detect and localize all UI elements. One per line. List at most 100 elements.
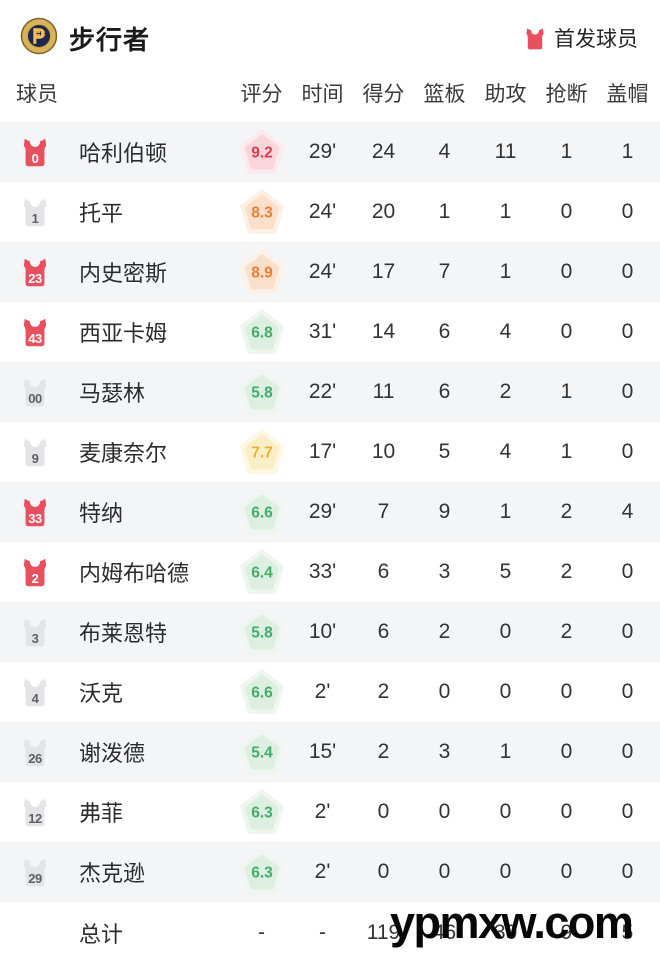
stat-time: 22' xyxy=(308,380,337,403)
jersey-number: 43 xyxy=(28,331,42,346)
table-header: 球员 评分 时间 得分 篮板 助攻 抢断 盖帽 xyxy=(0,64,660,122)
jersey-icon: 23 xyxy=(22,257,48,287)
starters-legend-label: 首发球员 xyxy=(554,28,638,51)
col-header-rating: 评分 xyxy=(240,83,283,106)
stat-time: 29' xyxy=(308,500,337,523)
player-name: 沃克 xyxy=(79,681,124,706)
player-name: 马瑟林 xyxy=(79,381,146,406)
stat-points: 20 xyxy=(371,200,396,223)
rating-value: 6.6 xyxy=(251,685,273,702)
player-name: 弗菲 xyxy=(79,801,124,826)
jersey-icon: 00 xyxy=(22,377,48,407)
player-row[interactable]: 3 布莱恩特 5.8 10' 6 2 0 2 0 xyxy=(0,602,660,662)
stat-rebounds: 0 xyxy=(438,800,451,823)
jersey-number: 2 xyxy=(31,571,39,586)
jersey-icon: 33 xyxy=(22,497,48,527)
stat-assists: 0 xyxy=(499,800,512,823)
stat-points: 2 xyxy=(377,680,390,703)
player-row[interactable]: 00 马瑟林 5.8 22' 11 6 2 1 0 xyxy=(0,362,660,422)
stat-assists: 4 xyxy=(499,320,512,343)
rating-badge: 5.8 xyxy=(237,608,287,656)
jersey-icon: 2 xyxy=(22,557,48,587)
player-row[interactable]: 12 弗菲 6.3 2' 0 0 0 0 0 xyxy=(0,782,660,842)
rating-value: 5.4 xyxy=(251,745,273,762)
jersey-icon: 3 xyxy=(22,617,48,647)
player-row[interactable]: 23 内史密斯 8.9 24' 17 7 1 0 0 xyxy=(0,242,660,302)
player-name: 特纳 xyxy=(79,501,124,526)
col-header-assists: 助攻 xyxy=(484,83,527,106)
total-blocks: 5 xyxy=(621,921,634,944)
rating-badge: 6.6 xyxy=(237,488,287,536)
rating-value: 8.3 xyxy=(251,205,273,222)
player-row[interactable]: 1 托平 8.3 24' 20 1 1 0 0 xyxy=(0,182,660,242)
starters-legend: 首发球员 xyxy=(525,23,640,53)
player-rows: 0 哈利伯顿 9.2 29' 24 4 11 1 1 1 xyxy=(0,122,660,902)
stat-time: 2' xyxy=(314,800,331,823)
player-name: 内史密斯 xyxy=(79,261,168,286)
jersey-icon: 0 xyxy=(22,137,48,167)
stat-assists: 11 xyxy=(494,140,517,163)
stat-rebounds: 3 xyxy=(438,560,451,583)
rating-badge: 6.4 xyxy=(237,548,287,596)
player-name: 托平 xyxy=(79,201,124,226)
stat-rebounds: 5 xyxy=(438,440,451,463)
player-name: 西亚卡姆 xyxy=(79,321,168,346)
rating-badge: 6.3 xyxy=(237,848,287,896)
stat-steals: 2 xyxy=(560,620,573,643)
stat-steals: 1 xyxy=(560,140,573,163)
stat-points: 24 xyxy=(371,140,396,163)
total-assists: 30 xyxy=(493,921,518,944)
stat-steals: 0 xyxy=(560,320,573,343)
stat-time: 29' xyxy=(308,140,337,163)
stat-points: 7 xyxy=(377,500,390,523)
player-row[interactable]: 4 沃克 6.6 2' 2 0 0 0 0 xyxy=(0,662,660,722)
stat-steals: 0 xyxy=(560,740,573,763)
stat-rebounds: 6 xyxy=(438,320,451,343)
player-row[interactable]: 2 内姆布哈德 6.4 33' 6 3 5 2 0 xyxy=(0,542,660,602)
total-rebounds: 46 xyxy=(432,921,457,944)
stat-steals: 2 xyxy=(560,500,573,523)
jersey-icon: 26 xyxy=(22,737,48,767)
jersey-icon: 29 xyxy=(22,857,48,887)
stat-time: 10' xyxy=(308,620,337,643)
jersey-number: 1 xyxy=(31,211,39,226)
stat-points: 14 xyxy=(371,320,396,343)
rating-badge: 6.6 xyxy=(237,668,287,716)
rating-badge: 6.8 xyxy=(237,308,287,356)
stat-assists: 0 xyxy=(499,860,512,883)
jersey-icon: 12 xyxy=(22,797,48,827)
stat-assists: 1 xyxy=(499,500,512,523)
rating-badge: 9.2 xyxy=(237,128,287,176)
player-row[interactable]: 29 杰克逊 6.3 2' 0 0 0 0 0 xyxy=(0,842,660,902)
player-name: 麦康奈尔 xyxy=(79,441,168,466)
stat-steals: 2 xyxy=(560,560,573,583)
stat-rebounds: 9 xyxy=(438,500,451,523)
player-name: 哈利伯顿 xyxy=(79,141,168,166)
stat-time: 24' xyxy=(308,200,337,223)
stat-blocks: 1 xyxy=(621,140,634,163)
player-name: 内姆布哈德 xyxy=(79,561,190,586)
col-header-time: 时间 xyxy=(301,83,344,106)
stat-steals: 1 xyxy=(560,380,573,403)
stat-blocks: 0 xyxy=(621,560,634,583)
jersey-number: 12 xyxy=(28,811,42,826)
jersey-number: 0 xyxy=(31,151,39,166)
total-row: 总计 - - 119 46 30 9 5 xyxy=(0,902,660,964)
pacers-logo-icon xyxy=(20,17,58,60)
stat-blocks: 0 xyxy=(621,740,634,763)
col-header-steals: 抢断 xyxy=(545,83,588,106)
rating-value: 9.2 xyxy=(251,145,273,162)
stat-blocks: 0 xyxy=(621,200,634,223)
player-row[interactable]: 0 哈利伯顿 9.2 29' 24 4 11 1 1 xyxy=(0,122,660,182)
player-row[interactable]: 9 麦康奈尔 7.7 17' 10 5 4 1 0 xyxy=(0,422,660,482)
jersey-number: 4 xyxy=(31,691,39,706)
total-label: 总计 xyxy=(79,922,124,947)
rating-value: 6.3 xyxy=(251,805,273,822)
player-row[interactable]: 26 谢泼德 5.4 15' 2 3 1 0 0 xyxy=(0,722,660,782)
player-row[interactable]: 33 特纳 6.6 29' 7 9 1 2 4 xyxy=(0,482,660,542)
stat-steals: 0 xyxy=(560,200,573,223)
stat-time: 17' xyxy=(308,440,337,463)
player-row[interactable]: 43 西亚卡姆 6.8 31' 14 6 4 0 0 xyxy=(0,302,660,362)
rating-value: 6.3 xyxy=(251,865,273,882)
stat-points: 0 xyxy=(377,860,390,883)
